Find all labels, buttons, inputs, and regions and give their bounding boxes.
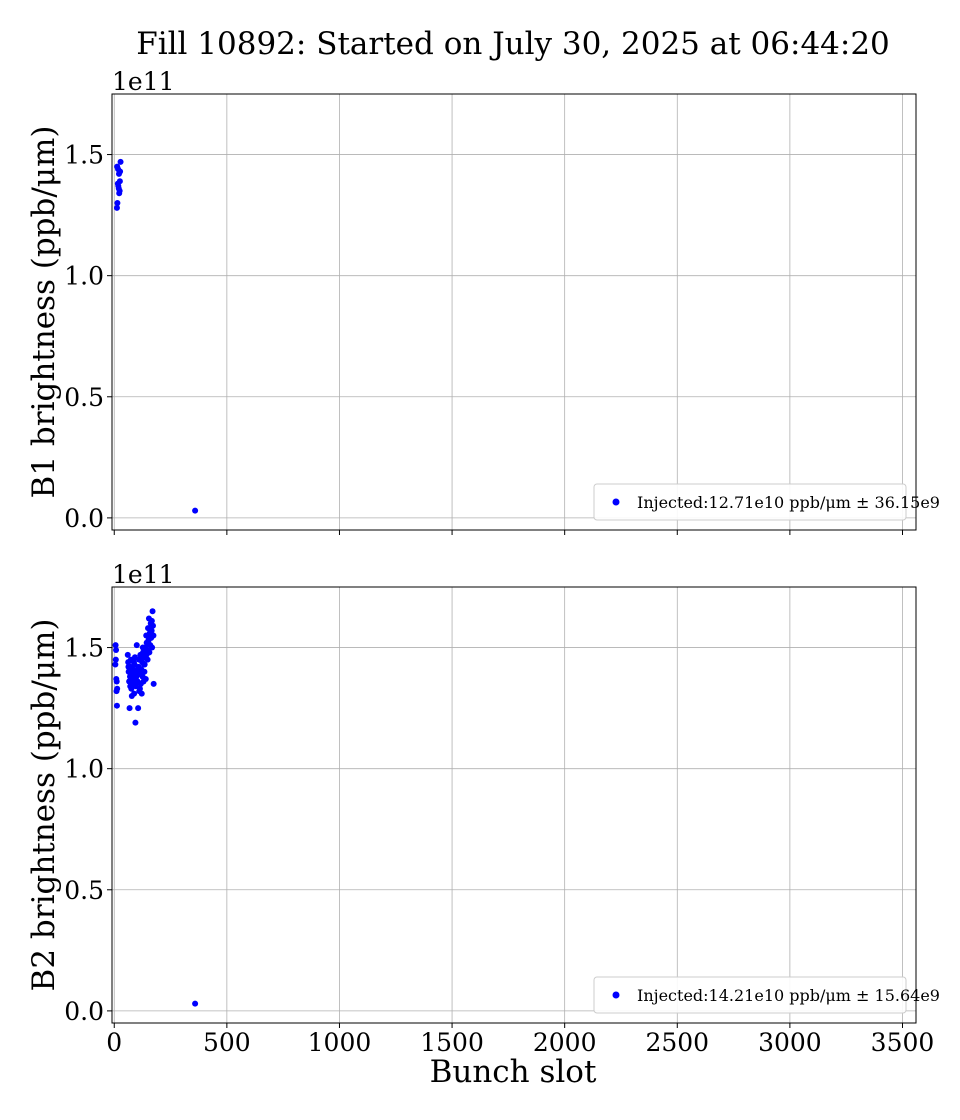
y-tick-label: 1.5 — [64, 634, 104, 663]
data-point — [114, 685, 121, 692]
data-point — [132, 676, 139, 683]
data-point — [112, 656, 119, 663]
data-point — [142, 676, 149, 683]
x-tick-label: 1000 — [308, 1028, 372, 1057]
panel-b2: 0.0 0.5 1.0 1.5 0 500 1000 1500 2000 2500 3000 3500… — [26, 560, 940, 1057]
y-offset-label: 1e11 — [112, 67, 175, 96]
data-point — [126, 705, 133, 712]
data-point — [112, 642, 119, 649]
y-tick-label: 1.0 — [64, 755, 104, 784]
y-tick-label: 1.5 — [64, 141, 104, 170]
data-point — [129, 671, 136, 678]
y-tick-label: 0.0 — [64, 997, 104, 1026]
data-point — [127, 683, 134, 690]
x-axis-label: Bunch slot — [430, 1054, 597, 1090]
data-point — [113, 646, 120, 653]
data-point — [117, 158, 124, 165]
data-point — [113, 204, 120, 211]
data-point — [116, 178, 123, 185]
data-point — [143, 651, 150, 658]
data-point — [133, 642, 140, 649]
legend-box — [593, 483, 907, 521]
data-point — [149, 622, 156, 629]
data-point — [113, 678, 120, 685]
legend-box — [593, 976, 907, 1014]
data-point — [138, 654, 145, 661]
x-tick-label: 0 — [106, 1028, 122, 1057]
chart-title: Fill 10892: Started on July 30, 2025 at … — [136, 26, 890, 62]
data-point — [114, 200, 121, 206]
data-point — [125, 663, 132, 670]
data-point — [141, 668, 148, 675]
y-axis-label: B2 brightness (ppb/μm) — [26, 619, 62, 992]
x-tick-label: 2500 — [645, 1028, 709, 1057]
data-point — [144, 656, 151, 663]
y-axis-label: B1 brightness (ppb/μm) — [26, 126, 62, 499]
data-point — [149, 644, 156, 651]
legend-marker — [612, 498, 620, 506]
data-point — [136, 688, 143, 695]
data-point — [115, 170, 122, 177]
data-point — [145, 639, 152, 646]
data-point — [130, 659, 137, 666]
data-point — [132, 719, 139, 726]
data-point — [148, 617, 155, 624]
legend-label: Injected:12.71e10 ppb/μm ± 36.15e9 — [637, 493, 940, 512]
data-point — [192, 507, 199, 514]
y-tick-label: 0.5 — [64, 383, 104, 412]
x-tick-label: 3000 — [758, 1028, 822, 1057]
data-point — [134, 666, 141, 673]
y-offset-label: 1e11 — [112, 560, 175, 589]
data-point — [124, 651, 131, 658]
data-point — [147, 630, 154, 637]
data-point — [150, 680, 157, 687]
data-point — [135, 705, 142, 712]
y-tick-label: 1.0 — [64, 262, 104, 291]
y-tick-label: 0.5 — [64, 876, 104, 905]
data-point — [112, 661, 119, 668]
legend-marker — [612, 991, 620, 999]
axes-frame — [111, 586, 917, 1024]
data-point — [192, 1000, 199, 1007]
axes-frame — [111, 93, 917, 531]
y-tick-label: 0.0 — [64, 504, 104, 533]
x-tick-label: 500 — [203, 1028, 251, 1057]
data-point — [139, 644, 146, 651]
x-tick-label: 3500 — [871, 1028, 935, 1057]
data-point — [131, 690, 138, 697]
data-point — [115, 166, 122, 173]
data-point — [149, 608, 156, 615]
legend-label: Injected:14.21e10 ppb/μm ± 15.64e9 — [637, 986, 940, 1005]
data-point — [113, 702, 120, 709]
data-point — [116, 187, 123, 194]
x-tick-label: 1500 — [420, 1028, 484, 1057]
data-point — [141, 661, 148, 668]
panel-b1: 0.0 0.5 1.0 1.5 1e11 B1 brightness (ppb/μm) In… — [26, 67, 940, 535]
x-tick-label: 2000 — [533, 1028, 597, 1057]
